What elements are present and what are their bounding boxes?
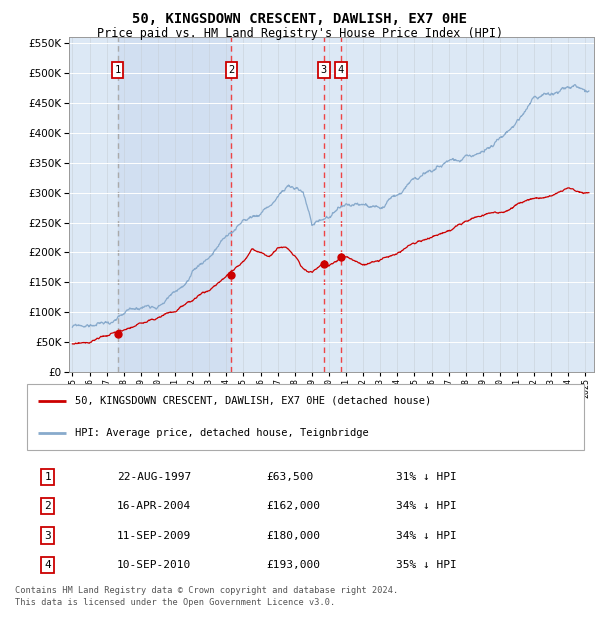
- Text: 11-SEP-2009: 11-SEP-2009: [117, 531, 191, 541]
- Text: 34% ↓ HPI: 34% ↓ HPI: [396, 531, 457, 541]
- Text: 31% ↓ HPI: 31% ↓ HPI: [396, 472, 457, 482]
- Text: £193,000: £193,000: [266, 560, 320, 570]
- Text: 16-APR-2004: 16-APR-2004: [117, 501, 191, 511]
- Text: 3: 3: [320, 65, 327, 75]
- Text: Contains HM Land Registry data © Crown copyright and database right 2024.: Contains HM Land Registry data © Crown c…: [15, 586, 398, 595]
- Text: 22-AUG-1997: 22-AUG-1997: [117, 472, 191, 482]
- Text: £63,500: £63,500: [266, 472, 314, 482]
- Text: Price paid vs. HM Land Registry's House Price Index (HPI): Price paid vs. HM Land Registry's House …: [97, 27, 503, 40]
- Text: 2: 2: [228, 65, 235, 75]
- Text: 3: 3: [44, 531, 51, 541]
- Text: 1: 1: [44, 472, 51, 482]
- Bar: [118, 37, 231, 372]
- Text: This data is licensed under the Open Government Licence v3.0.: This data is licensed under the Open Gov…: [15, 598, 335, 608]
- Text: £180,000: £180,000: [266, 531, 320, 541]
- Text: 34% ↓ HPI: 34% ↓ HPI: [396, 501, 457, 511]
- Text: 4: 4: [44, 560, 51, 570]
- Text: £162,000: £162,000: [266, 501, 320, 511]
- Text: 1: 1: [115, 65, 121, 75]
- FancyBboxPatch shape: [27, 384, 584, 450]
- Text: 35% ↓ HPI: 35% ↓ HPI: [396, 560, 457, 570]
- Text: 10-SEP-2010: 10-SEP-2010: [117, 560, 191, 570]
- Text: 50, KINGSDOWN CRESCENT, DAWLISH, EX7 0HE: 50, KINGSDOWN CRESCENT, DAWLISH, EX7 0HE: [133, 12, 467, 27]
- Text: HPI: Average price, detached house, Teignbridge: HPI: Average price, detached house, Teig…: [75, 428, 368, 438]
- Text: 50, KINGSDOWN CRESCENT, DAWLISH, EX7 0HE (detached house): 50, KINGSDOWN CRESCENT, DAWLISH, EX7 0HE…: [75, 396, 431, 405]
- Text: 2: 2: [44, 501, 51, 511]
- Text: 4: 4: [338, 65, 344, 75]
